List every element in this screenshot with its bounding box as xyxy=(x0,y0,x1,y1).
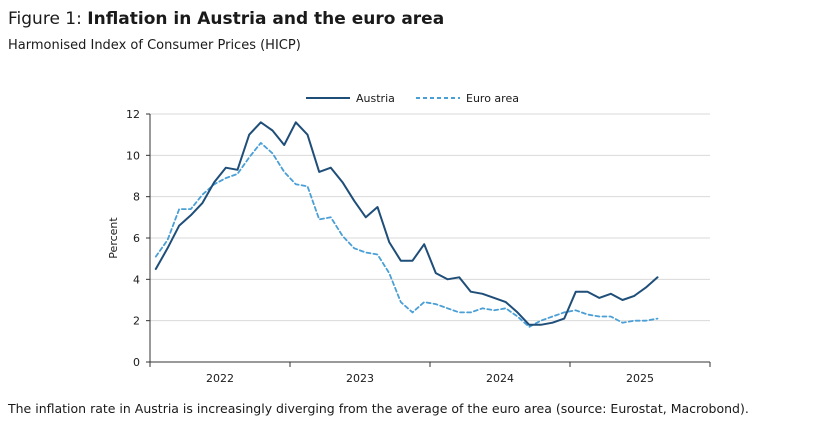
series-line-euro-area xyxy=(154,141,659,328)
figure-caption: The inflation rate in Austria is increas… xyxy=(8,401,749,416)
y-tick-label: 12 xyxy=(126,108,140,121)
y-tick-label: 4 xyxy=(133,273,140,286)
series-line-austria xyxy=(154,121,659,326)
y-tick-label: 0 xyxy=(133,356,140,369)
x-tick-label: 2022 xyxy=(206,372,234,385)
inflation-chart: 0 2 4 6 8 10 12 2022 2023 2024 2025 Percent Austria E… xyxy=(107,92,711,385)
y-tick-label: 10 xyxy=(126,149,140,162)
y-tick-label: 2 xyxy=(133,315,140,328)
figure-subtitle: Harmonised Index of Consumer Prices (HIC… xyxy=(8,38,301,53)
legend-label-austria: Austria xyxy=(356,92,395,105)
y-tick-label: 6 xyxy=(133,232,140,245)
figure-number: Figure 1: xyxy=(8,9,88,29)
x-tick-label: 2025 xyxy=(626,372,654,385)
x-tick-label: 2024 xyxy=(486,372,514,385)
y-tick-label: 8 xyxy=(133,191,140,204)
figure-title: Figure 1: Inflation in Austria and the e… xyxy=(8,9,444,29)
x-tick-label: 2023 xyxy=(346,372,374,385)
figure-title-text: Inflation in Austria and the euro area xyxy=(87,9,445,29)
y-axis-title: Percent xyxy=(107,217,120,259)
legend-label-euro-area: Euro area xyxy=(466,92,519,105)
